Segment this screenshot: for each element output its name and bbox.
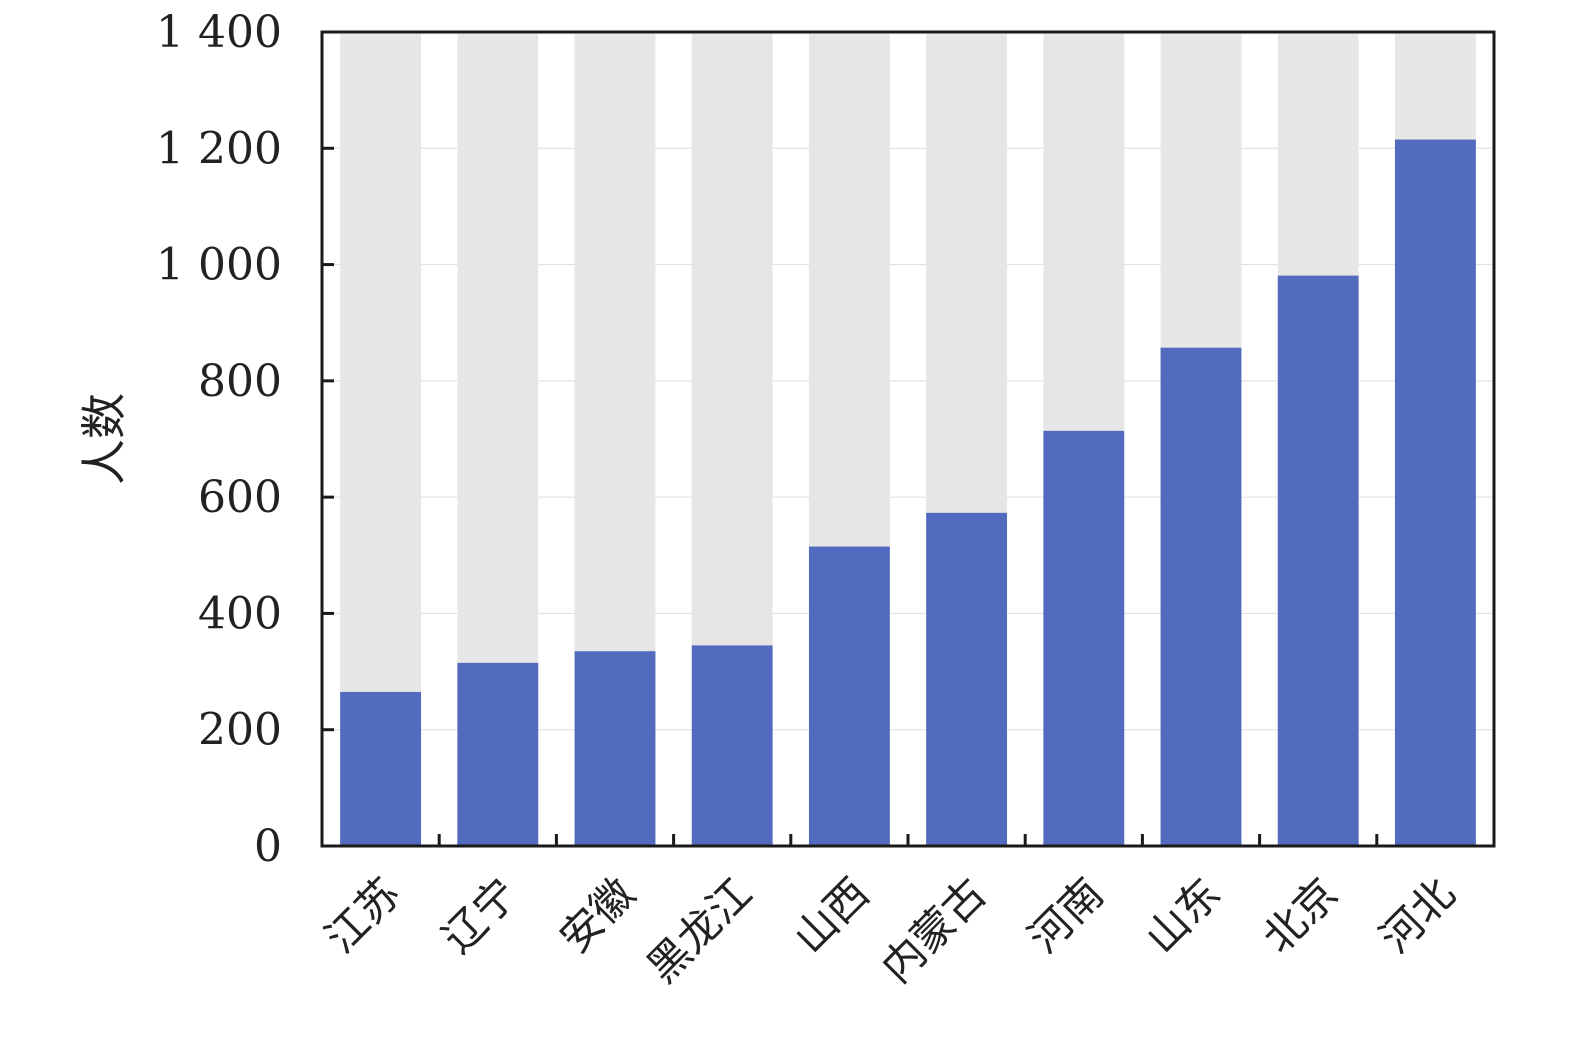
x-tick-label: 北京 [1253, 868, 1347, 962]
y-tick-label: 1 200 [156, 123, 282, 174]
y-tick-label: 0 [254, 821, 282, 872]
x-tick-label: 辽宁 [433, 868, 527, 962]
bar [1043, 430, 1125, 846]
x-tick-label: 内蒙古 [872, 868, 996, 992]
bar [340, 691, 422, 846]
bar [926, 512, 1008, 846]
y-axis-label: 人数 [77, 393, 131, 485]
y-axis-ticks: 0 200 400 600 800 1 000 1 200 1 400 [156, 7, 334, 872]
x-tick-label: 河北 [1370, 868, 1464, 962]
y-tick-label: 200 [198, 705, 282, 756]
bar [1277, 275, 1359, 847]
bar [808, 546, 890, 846]
bar [1160, 347, 1242, 846]
bar [457, 662, 539, 846]
y-tick-label: 1 400 [156, 7, 282, 58]
x-tick-label: 安徽 [550, 868, 644, 962]
y-tick-label: 400 [198, 588, 282, 639]
data-bars [340, 139, 1476, 847]
x-tick-label: 河南 [1019, 868, 1113, 962]
x-tick-label: 黑龙江 [638, 868, 762, 992]
x-tick-label: 山西 [784, 868, 878, 962]
y-tick-label: 1 000 [156, 240, 282, 291]
y-tick-label: 600 [198, 472, 282, 523]
y-tick-label: 800 [198, 356, 282, 407]
bar [691, 645, 773, 846]
bar [1394, 139, 1476, 847]
x-tick-label: 江苏 [316, 868, 410, 962]
bar [574, 651, 656, 846]
x-tick-label: 山东 [1136, 868, 1230, 962]
